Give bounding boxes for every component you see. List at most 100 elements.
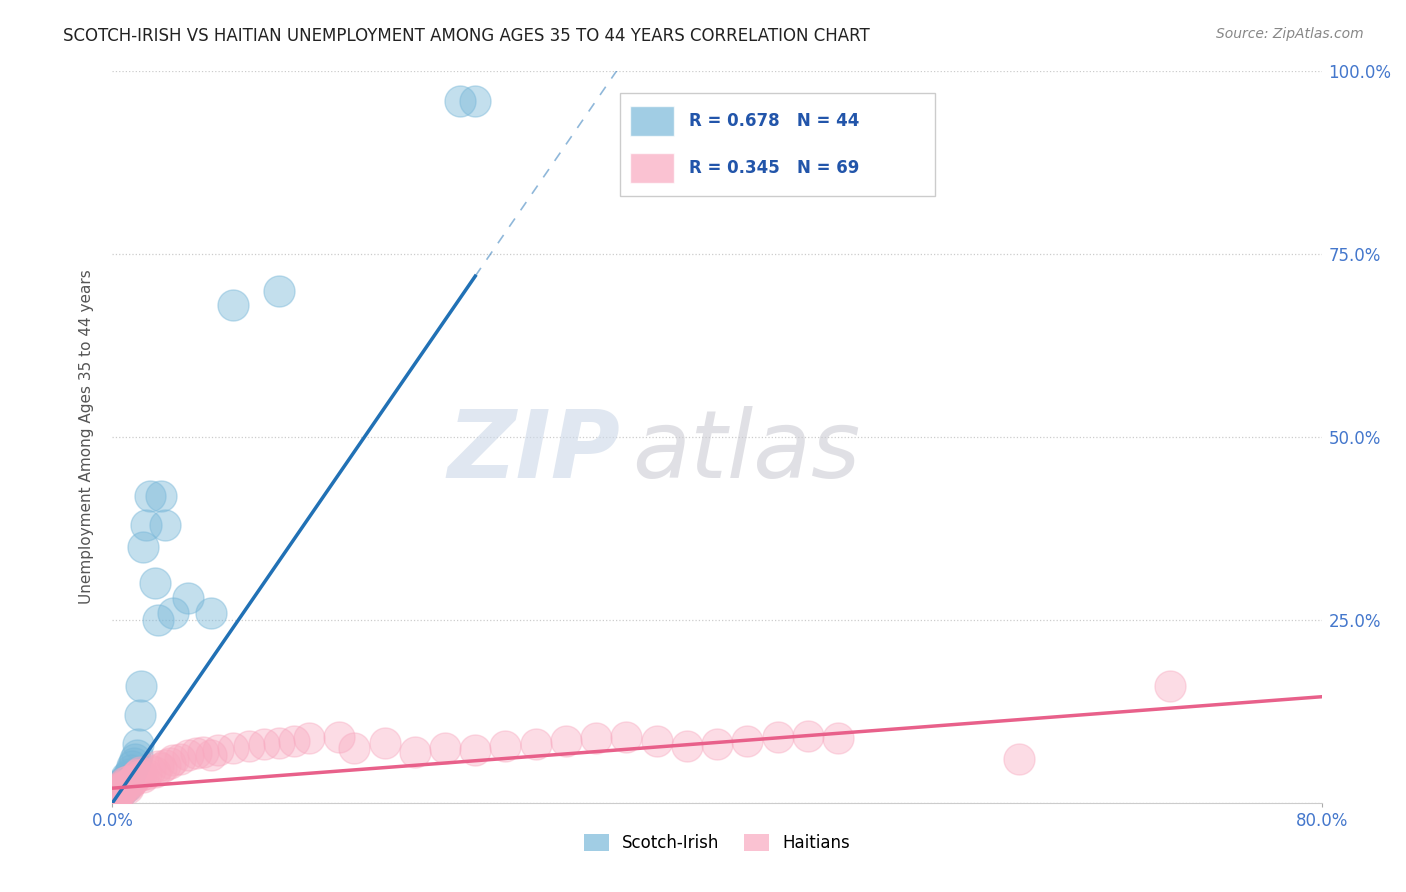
Point [585, 731, 607, 746]
Text: ZIP: ZIP [447, 406, 620, 498]
Point [149, 761, 172, 775]
Point [120, 775, 142, 789]
Point [433, 740, 456, 755]
Point [159, 756, 181, 770]
Point [328, 730, 350, 744]
Point [104, 789, 127, 804]
Point [298, 731, 321, 746]
Point [162, 753, 184, 767]
Point [103, 792, 125, 806]
Point [125, 748, 148, 763]
Point [110, 782, 132, 797]
Point [128, 765, 150, 780]
Point [149, 489, 172, 503]
Point [169, 752, 191, 766]
Point [143, 576, 166, 591]
Point [706, 737, 728, 751]
Point [108, 778, 131, 792]
Point [524, 737, 547, 751]
Point [675, 739, 697, 753]
Text: SCOTCH-IRISH VS HAITIAN UNEMPLOYMENT AMONG AGES 35 TO 44 YEARS CORRELATION CHART: SCOTCH-IRISH VS HAITIAN UNEMPLOYMENT AMO… [63, 27, 870, 45]
Point [108, 785, 131, 799]
Point [737, 733, 759, 747]
Point [115, 770, 138, 784]
Point [104, 789, 127, 804]
Point [118, 766, 141, 780]
Point [115, 780, 138, 794]
Point [127, 737, 149, 751]
Point [114, 773, 136, 788]
Point [253, 737, 276, 751]
Point [114, 775, 136, 789]
Point [222, 740, 245, 755]
Point [132, 540, 155, 554]
Point [122, 772, 145, 787]
Point [117, 770, 139, 784]
Point [128, 708, 150, 723]
Point [121, 759, 143, 773]
Point [1008, 752, 1031, 766]
Point [146, 613, 169, 627]
Point [135, 517, 157, 532]
Point [449, 94, 471, 108]
Point [124, 770, 146, 784]
Point [105, 789, 128, 803]
Point [103, 789, 125, 803]
Point [125, 768, 148, 782]
Point [222, 298, 245, 312]
Point [162, 606, 184, 620]
Point [129, 768, 152, 782]
Point [103, 792, 125, 806]
Point [107, 782, 129, 797]
Point [107, 787, 129, 801]
Point [124, 752, 146, 766]
Point [112, 778, 135, 792]
Point [796, 729, 818, 743]
Point [108, 785, 131, 799]
Point [184, 746, 207, 760]
Point [110, 782, 132, 797]
Point [404, 745, 426, 759]
Point [127, 766, 149, 780]
Text: Source: ZipAtlas.com: Source: ZipAtlas.com [1216, 27, 1364, 41]
Point [135, 766, 157, 780]
Point [112, 781, 135, 796]
Y-axis label: Unemployment Among Ages 35 to 44 years: Unemployment Among Ages 35 to 44 years [79, 269, 94, 605]
Point [267, 736, 290, 750]
Point [108, 781, 131, 796]
Legend: Scotch-Irish, Haitians: Scotch-Irish, Haitians [575, 825, 859, 860]
Point [554, 733, 576, 747]
Point [464, 743, 486, 757]
Point [107, 787, 129, 801]
Point [146, 759, 169, 773]
Point [122, 756, 145, 770]
Point [645, 733, 668, 747]
Point [104, 787, 127, 801]
Point [117, 773, 139, 788]
Point [117, 781, 139, 796]
Point [132, 770, 155, 784]
Point [105, 785, 128, 799]
Point [238, 739, 260, 753]
Point [177, 591, 200, 605]
Point [283, 733, 305, 747]
Point [155, 757, 177, 772]
Point [108, 781, 131, 796]
Point [267, 284, 290, 298]
Point [143, 765, 166, 780]
Point [129, 679, 152, 693]
Point [117, 773, 139, 788]
Point [343, 740, 366, 755]
Point [139, 763, 162, 777]
Point [112, 781, 135, 796]
Point [114, 780, 136, 794]
Point [200, 748, 222, 763]
Point [105, 785, 128, 799]
Point [200, 606, 222, 620]
Point [121, 773, 143, 788]
Point [103, 789, 125, 803]
Point [464, 94, 486, 108]
Point [118, 778, 141, 792]
Point [114, 778, 136, 792]
Point [139, 489, 162, 503]
